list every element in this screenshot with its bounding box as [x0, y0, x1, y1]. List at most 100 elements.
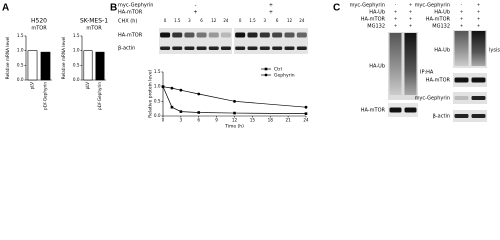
band [471, 96, 486, 100]
x-tick-label: 12 [232, 118, 238, 123]
blot-note: lysis [489, 48, 500, 54]
y-tick-label: 1.5 [154, 69, 161, 74]
band [471, 77, 486, 83]
condition-value: 1.5 [249, 18, 256, 23]
series-line [162, 86, 307, 115]
band-label: β-actin [433, 114, 450, 120]
blot-membrane [453, 110, 487, 122]
x-tick-label: 24 [303, 118, 309, 123]
band [454, 96, 469, 100]
band-label: HA-Ub [434, 48, 450, 54]
condition-value: 0 [239, 18, 242, 23]
y-tick-label: 1.0 [154, 84, 161, 89]
condition-value: 24 [299, 18, 305, 23]
blot-membrane [388, 103, 418, 117]
panel-label: C [333, 3, 340, 14]
band [160, 32, 171, 38]
band [196, 46, 207, 50]
band [259, 32, 270, 38]
blot-membrane [453, 92, 487, 104]
band-label: HA-mTOR [118, 33, 143, 39]
condition-value: + [460, 23, 463, 28]
condition-value: + [394, 23, 397, 28]
marker [161, 85, 165, 89]
band [389, 107, 402, 113]
band [196, 32, 207, 38]
y-tick-label: 1.5 [73, 33, 80, 38]
band [454, 114, 469, 118]
x-tick-label: 3 [180, 118, 183, 123]
band [259, 46, 270, 50]
band [184, 46, 195, 50]
legend-marker [264, 73, 268, 77]
x-axis-label: Time (h) [224, 124, 244, 130]
band [220, 46, 231, 50]
y-tick-label: 0.5 [73, 62, 80, 67]
blot-membrane [234, 28, 308, 54]
marker [197, 92, 201, 96]
condition-label: myc-Gephyrin [415, 3, 450, 9]
band [454, 77, 469, 83]
x-tick-label: 21 [285, 118, 291, 123]
condition-label: MG132 [432, 24, 450, 30]
band [184, 32, 195, 38]
y-tick-label: 0.5 [17, 62, 24, 67]
panel-label: B [110, 3, 117, 14]
smear [454, 31, 469, 66]
smear [471, 31, 486, 66]
marker [170, 105, 174, 109]
condition-value: 6 [200, 18, 203, 23]
condition-value: 0 [164, 18, 167, 23]
condition-value: - [461, 2, 463, 7]
legend-label: Ctrl [274, 67, 282, 73]
condition-value: + [409, 23, 412, 28]
band [247, 32, 258, 38]
y-tick-label: 1.0 [17, 48, 24, 53]
condition-value: 24 [223, 18, 229, 23]
condition-value: 3 [188, 18, 191, 23]
band-label: β-actin [118, 46, 135, 52]
band [235, 32, 246, 38]
panel-label: A [2, 3, 9, 14]
band [235, 46, 246, 50]
legend-marker [264, 67, 268, 71]
band [272, 46, 283, 50]
condition-value: + [409, 9, 412, 14]
band [284, 46, 295, 50]
blot-note: IP:HA [420, 70, 434, 76]
band [296, 32, 307, 38]
y-axis-label: Relative mRNA level [61, 37, 66, 80]
condition-label: HA-Ub [434, 10, 450, 16]
condition-value: 3 [264, 18, 267, 23]
condition-value: + [460, 16, 463, 21]
condition-label: CHX (h) [118, 19, 137, 25]
marker [179, 110, 183, 113]
band [208, 32, 219, 38]
condition-label: HA-mTOR [426, 17, 451, 23]
x-tick-label: pLV [30, 82, 35, 90]
blot-membrane [453, 73, 487, 87]
condition-label: myc-Gephyrin [350, 3, 385, 9]
bar [40, 51, 51, 81]
y-tick-label: 0.5 [154, 98, 161, 103]
condition-value: + [394, 16, 397, 21]
band-label: HA-mTOR [361, 108, 386, 114]
condition-value: + [477, 2, 480, 7]
x-tick-label: 9 [215, 118, 218, 123]
condition-value: + [477, 16, 480, 21]
band [160, 46, 171, 50]
condition-value: - [195, 3, 197, 9]
chart-subtitle: mTOR [86, 26, 102, 32]
marker [304, 112, 308, 115]
smear [389, 33, 402, 95]
band [172, 32, 183, 38]
bar [27, 50, 38, 81]
condition-label: myc-Gephyrin [118, 3, 153, 9]
marker [304, 105, 308, 109]
condition-value: 12 [211, 18, 217, 23]
condition-label: MG132 [367, 24, 385, 30]
bar [95, 51, 105, 81]
marker [197, 111, 201, 114]
condition-value: + [409, 2, 412, 7]
